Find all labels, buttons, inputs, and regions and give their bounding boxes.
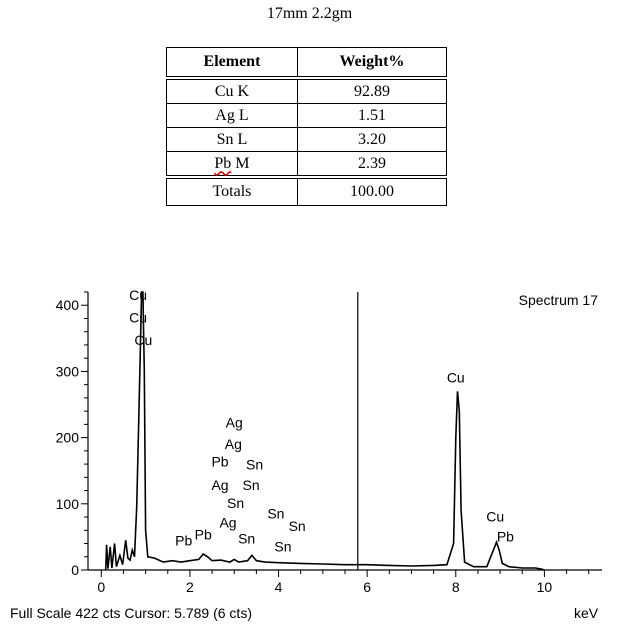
spectrum-title: Spectrum 17 — [519, 292, 599, 308]
peak-label: Cu — [486, 509, 504, 525]
cell-element: Pb M — [166, 151, 298, 178]
table-row: Sn L 3.20 — [166, 127, 448, 152]
peak-label: Sn — [267, 505, 284, 521]
peak-label: Cu — [129, 287, 147, 303]
y-tick-label: 300 — [56, 363, 80, 379]
table-row: Pb M 2.39 — [166, 151, 448, 178]
sample-caption: 17mm 2.2gm — [266, 5, 353, 22]
cell-element-suffix: M — [231, 154, 250, 172]
x-tick-label: 10 — [537, 579, 553, 595]
peak-label: Pb — [195, 527, 212, 543]
y-tick-label: 0 — [71, 562, 79, 578]
peak-label: Sn — [289, 518, 306, 534]
totals-weight: 100.00 — [296, 175, 448, 206]
cell-element: Ag L — [166, 103, 298, 128]
x-tick-label: 0 — [97, 579, 105, 595]
peak-label: Sn — [227, 495, 244, 511]
x-tick-label: 2 — [186, 579, 194, 595]
spectrum-trace — [104, 291, 545, 571]
table-header-row: Element Weight% — [166, 47, 448, 80]
table-row: Ag L 1.51 — [166, 103, 448, 128]
peak-label: Cu — [134, 332, 152, 348]
peak-label: Sn — [274, 538, 291, 554]
x-tick-label: 4 — [275, 579, 283, 595]
cell-weight: 3.20 — [296, 127, 448, 152]
x-tick-label: 6 — [363, 579, 371, 595]
peak-label: Pb — [211, 454, 228, 470]
totals-row: Totals 100.00 — [166, 175, 448, 206]
peak-label: Ag — [226, 415, 243, 431]
x-tick-label: 8 — [452, 579, 460, 595]
peak-label: Sn — [242, 477, 259, 493]
peak-label: Cu — [129, 309, 147, 325]
cell-weight: 92.89 — [296, 77, 448, 104]
spectrum-footer: Full Scale 422 cts Cursor: 5.789 (6 cts) — [10, 605, 252, 621]
cell-element: Sn L — [166, 127, 298, 152]
cell-element: Cu K — [166, 77, 298, 104]
table-row: Cu K 92.89 — [166, 77, 448, 104]
y-tick-label: 400 — [56, 297, 80, 313]
composition-table: Element Weight% Cu K 92.89 Ag L 1.51 Sn … — [166, 47, 448, 206]
cell-weight: 1.51 — [296, 103, 448, 128]
peak-label: Pb — [175, 533, 192, 549]
peak-label: Pb — [497, 529, 514, 545]
peak-label: Ag — [225, 436, 242, 452]
chart-axes — [87, 292, 602, 571]
peak-label: Ag — [219, 515, 236, 531]
header-weight: Weight% — [296, 47, 448, 80]
y-tick-label: 100 — [56, 496, 80, 512]
cell-weight: 2.39 — [296, 151, 448, 178]
header-element: Element — [166, 47, 298, 80]
x-unit-label: keV — [574, 605, 599, 621]
peak-label: Ag — [211, 477, 228, 493]
peak-label: Sn — [246, 456, 263, 472]
y-tick-label: 200 — [56, 430, 80, 446]
cell-element-prefix: Pb — [214, 154, 232, 172]
peak-label: Cu — [447, 370, 465, 386]
peak-label: Sn — [238, 531, 255, 547]
totals-label: Totals — [166, 175, 298, 206]
